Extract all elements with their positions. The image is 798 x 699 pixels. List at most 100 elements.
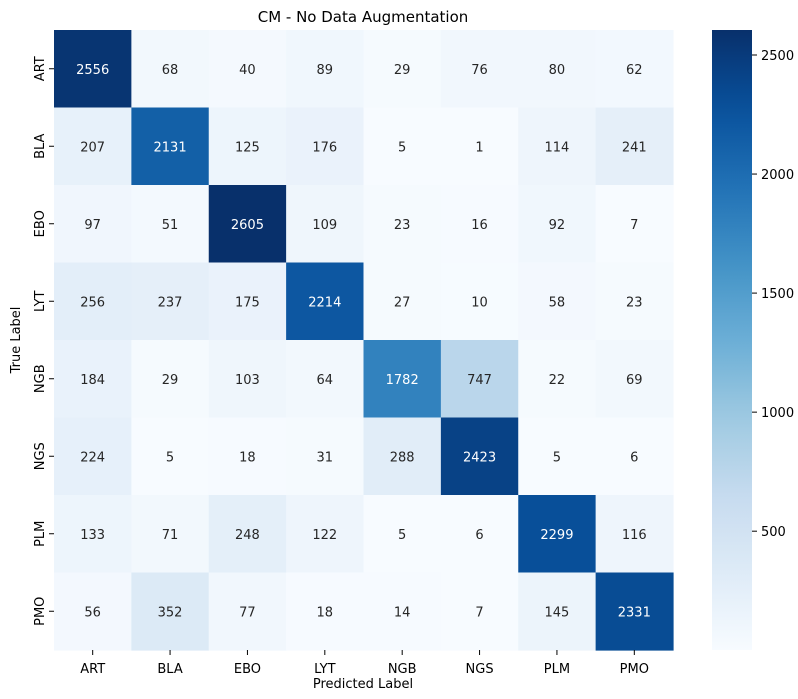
- heatmap-cell: [54, 340, 132, 419]
- cell-value-label: 62: [626, 63, 643, 78]
- cell-value-label: 97: [84, 218, 101, 233]
- heatmap-cell: [131, 185, 210, 264]
- heatmap-cell: [208, 30, 287, 109]
- heatmap-cell: [595, 495, 674, 574]
- heatmap-cells: [54, 30, 674, 651]
- cell-value-label: 237: [158, 295, 183, 310]
- cell-value-label: 64: [317, 373, 334, 388]
- heatmap-cell: [131, 107, 210, 186]
- cell-value-label: 18: [317, 605, 334, 620]
- cell-value-label: 29: [394, 63, 411, 78]
- cell-value-label: 2423: [463, 450, 496, 465]
- x-tick-label: NGS: [466, 662, 494, 677]
- y-tick-label: BLA: [33, 133, 48, 158]
- cell-value-label: 89: [317, 63, 334, 78]
- heatmap-cell: [363, 572, 442, 651]
- x-tick-label: BLA: [157, 662, 182, 677]
- cell-value-label: 5: [398, 528, 406, 543]
- heatmap-cell: [208, 417, 287, 496]
- y-tick-label: NGS: [33, 442, 48, 470]
- heatmap-cell: [208, 340, 287, 419]
- cell-value-label: 16: [471, 218, 488, 233]
- cell-value-label: 40: [239, 63, 256, 78]
- cell-value-label: 207: [80, 140, 105, 155]
- heatmap-cell: [131, 30, 210, 109]
- heatmap-cell: [131, 340, 210, 419]
- heatmap-cell: [54, 572, 132, 651]
- colorbar: [712, 30, 752, 650]
- x-tick-label: ART: [80, 662, 105, 677]
- heatmap-cell: [363, 107, 442, 186]
- heatmap-cell: [518, 417, 597, 496]
- cell-value-label: 114: [545, 140, 570, 155]
- cell-value-label: 145: [545, 605, 570, 620]
- heatmap-cell: [286, 340, 365, 419]
- cell-value-label: 58: [549, 295, 566, 310]
- x-tick-label: LYT: [314, 662, 335, 677]
- cell-value-label: 116: [622, 528, 647, 543]
- cell-value-label: 1: [475, 140, 483, 155]
- heatmap-cell: [440, 417, 519, 496]
- colorbar-tick-label: 2000: [761, 168, 794, 183]
- cell-value-label: 352: [158, 605, 183, 620]
- cell-value-label: 175: [235, 295, 260, 310]
- heatmap-cell: [54, 107, 132, 186]
- y-axis-label: True Label: [9, 307, 24, 375]
- cell-value-label: 248: [235, 528, 260, 543]
- heatmap-cell: [595, 30, 674, 109]
- heatmap-cell: [286, 30, 365, 109]
- x-tick-label: EBO: [234, 662, 261, 677]
- heatmap-cell: [440, 572, 519, 651]
- x-axis-ticks: ART BLA EBO LYT NGB NGS PLM PMO: [80, 650, 649, 677]
- heatmap-cell: [440, 262, 519, 341]
- cell-value-label: 5: [166, 450, 174, 465]
- colorbar-tick-label: 2500: [761, 49, 794, 64]
- cell-value-label: 2214: [308, 295, 341, 310]
- cell-value-label: 80: [549, 63, 566, 78]
- cell-value-label: 14: [394, 605, 411, 620]
- heatmap-cell: [595, 262, 674, 341]
- heatmap-cell: [54, 495, 132, 574]
- chart-title: CM - No Data Augmentation: [258, 8, 469, 26]
- heatmap-cell: [595, 340, 674, 419]
- cell-value-label: 29: [162, 373, 179, 388]
- heatmap-cell: [131, 572, 210, 651]
- cell-value-label: 109: [312, 218, 337, 233]
- heatmap-cell: [208, 262, 287, 341]
- x-axis-label: Predicted Label: [313, 677, 413, 692]
- heatmap-cell: [363, 340, 442, 419]
- cell-value-label: 184: [80, 373, 105, 388]
- cell-value-label: 288: [390, 450, 415, 465]
- heatmap-cell: [518, 30, 597, 109]
- heatmap-cell: [518, 185, 597, 264]
- cell-value-label: 18: [239, 450, 256, 465]
- cell-value-label: 76: [471, 63, 488, 78]
- cell-value-label: 92: [549, 218, 566, 233]
- heatmap-cell: [286, 495, 365, 574]
- heatmap-cell: [440, 185, 519, 264]
- cell-value-label: 56: [84, 605, 101, 620]
- cell-value-label: 5: [553, 450, 561, 465]
- heatmap-cell: [363, 495, 442, 574]
- heatmap-cell: [363, 185, 442, 264]
- cell-value-label: 122: [312, 528, 337, 543]
- heatmap-cell: [518, 572, 597, 651]
- heatmap-cell: [54, 417, 132, 496]
- heatmap-cell: [518, 107, 597, 186]
- heatmap-cell: [208, 495, 287, 574]
- colorbar-tick-label: 1000: [761, 406, 794, 421]
- heatmap-cell: [518, 262, 597, 341]
- heatmap-cell: [363, 417, 442, 496]
- heatmap-cell: [131, 262, 210, 341]
- heatmap-cell: [208, 572, 287, 651]
- heatmap-cell: [595, 417, 674, 496]
- cell-value-label: 2556: [76, 63, 109, 78]
- cell-value-label: 22: [549, 373, 566, 388]
- cell-value-label: 10: [471, 295, 488, 310]
- heatmap-cell: [208, 107, 287, 186]
- heatmap-cell: [286, 262, 365, 341]
- cell-value-label: 7: [475, 605, 483, 620]
- y-tick-label: NGB: [33, 364, 48, 393]
- cell-value-label: 2131: [154, 140, 187, 155]
